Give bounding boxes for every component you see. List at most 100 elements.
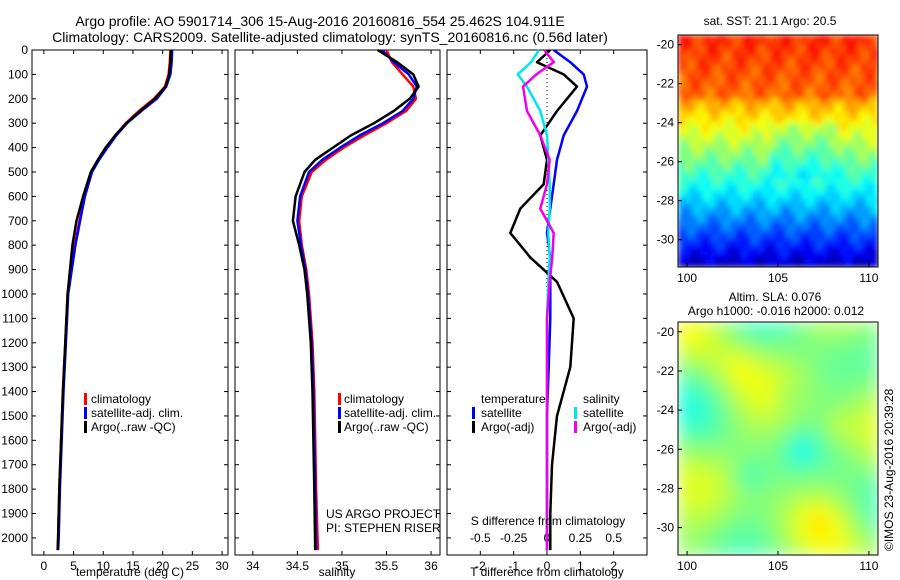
heatmap-cell (770, 67, 775, 72)
heatmap-cell (806, 191, 811, 196)
heatmap-cell (826, 199, 831, 204)
heatmap-cell (750, 199, 755, 204)
heatmap-cell (690, 334, 695, 339)
heatmap-cell (734, 430, 739, 436)
heatmap-cell (866, 330, 871, 335)
heatmap-cell (790, 231, 795, 236)
heatmap-cell (814, 95, 819, 100)
heatmap-cell (822, 67, 827, 72)
heatmap-cell (806, 219, 811, 224)
heatmap-cell (706, 87, 711, 92)
heatmap-cell (774, 119, 779, 124)
heatmap-cell (754, 450, 759, 456)
heatmap-cell (686, 330, 691, 335)
heatmap-cell (874, 123, 878, 128)
heatmap-cell (790, 350, 795, 355)
heatmap-cell (698, 59, 703, 64)
heatmap-cell (734, 446, 739, 452)
heatmap-cell (742, 91, 747, 96)
heatmap-cell (746, 87, 751, 92)
heatmap-cell (782, 195, 787, 200)
heatmap-cell (770, 147, 775, 152)
heatmap-cell (770, 438, 775, 444)
heatmap-cell (758, 155, 763, 160)
heatmap-cell (798, 382, 803, 387)
heatmap-cell (706, 127, 711, 132)
heatmap-cell (862, 139, 867, 144)
heatmap-cell (762, 426, 767, 432)
heatmap-cell (730, 147, 735, 152)
heatmap-cell (730, 79, 735, 84)
heatmap-cell (846, 179, 851, 184)
heatmap-cell (802, 35, 807, 40)
heatmap-cell (782, 127, 787, 132)
heatmap-cell (826, 67, 831, 72)
heatmap-cell (770, 418, 775, 424)
heatmap-cell (774, 326, 779, 331)
heatmap-cell (682, 243, 687, 248)
heatmap-cell (682, 354, 687, 359)
heatmap-cell (846, 103, 851, 108)
heatmap-cell (690, 187, 695, 192)
heatmap-cell (874, 398, 878, 403)
heatmap-cell (794, 87, 799, 92)
heatmap-cell (726, 243, 731, 248)
heatmap-cell (706, 430, 711, 436)
heatmap-cell (802, 75, 807, 80)
heatmap-cell (686, 183, 691, 188)
heatmap-cell (806, 418, 811, 424)
heatmap-cell (778, 43, 783, 48)
heatmap-cell (694, 219, 699, 224)
heatmap-cell (734, 386, 739, 391)
heatmap-cell (854, 63, 859, 68)
heatmap-cell (694, 442, 699, 448)
sla-heatmap (678, 322, 878, 555)
heatmap-cell (778, 183, 783, 188)
heatmap-cell (862, 43, 867, 48)
heatmap-cell (806, 350, 811, 355)
heatmap-cell (782, 107, 787, 112)
heatmap-cell (822, 338, 827, 343)
heatmap-cell (678, 235, 683, 240)
heatmap-cell (830, 199, 835, 204)
heatmap-cell (738, 231, 743, 236)
heatmap-cell (774, 426, 779, 432)
heatmap-cell (854, 247, 859, 252)
heatmap-cell (798, 358, 803, 363)
heatmap-cell (682, 386, 687, 391)
heatmap-cell (798, 235, 803, 240)
heatmap-cell (694, 450, 699, 456)
heatmap-cell (874, 219, 878, 224)
heatmap-cell (706, 378, 711, 383)
heatmap-cell (762, 39, 767, 44)
heatmap-cell (842, 322, 847, 327)
heatmap-cell (846, 442, 851, 448)
heatmap-cell (862, 119, 867, 124)
heatmap-cell (758, 438, 763, 444)
heatmap-cell (782, 414, 787, 420)
heatmap-cell (782, 111, 787, 116)
heatmap-cell (778, 35, 783, 40)
heatmap-cell (842, 43, 847, 48)
heatmap-cell (822, 135, 827, 140)
x-tick-label: 34 (246, 559, 260, 573)
heatmap-cell (782, 255, 787, 260)
depth-tick-label: 800 (8, 238, 28, 252)
heatmap-cell (742, 342, 747, 347)
heatmap-cell (742, 175, 747, 180)
heatmap-cell (822, 87, 827, 92)
heatmap-cell (794, 223, 799, 228)
heatmap-cell (870, 414, 875, 420)
heatmap-cell (682, 91, 687, 96)
heatmap-cell (706, 51, 711, 56)
heatmap-cell (782, 187, 787, 192)
heatmap-cell (690, 151, 695, 156)
heatmap-cell (762, 131, 767, 136)
heatmap-cell (846, 430, 851, 436)
legend-label-argo: Argo(..raw -QC) (91, 420, 176, 434)
heatmap-cell (814, 462, 819, 468)
heatmap-cell (766, 79, 771, 84)
heatmap-cell (786, 67, 791, 72)
heatmap-cell (850, 199, 855, 204)
heatmap-cell (742, 394, 747, 399)
